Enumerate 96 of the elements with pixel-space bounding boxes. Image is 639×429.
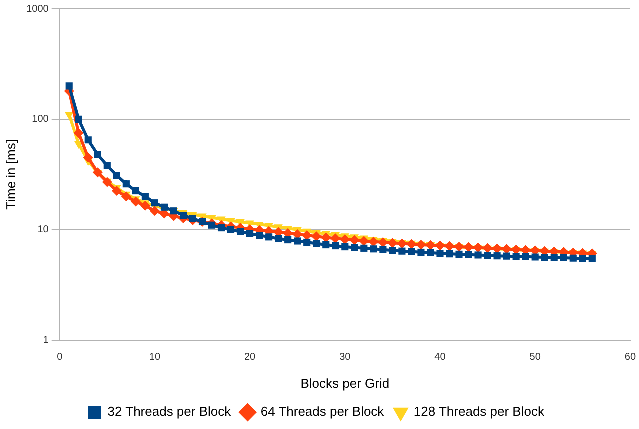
point xyxy=(321,232,332,243)
point xyxy=(340,234,350,244)
point xyxy=(360,244,368,252)
x-tick-label: 0 xyxy=(57,352,64,364)
point xyxy=(132,187,140,195)
point xyxy=(92,168,103,178)
point xyxy=(464,242,474,252)
point xyxy=(446,250,454,258)
y-tick-label: 100 xyxy=(32,114,50,126)
y-tick-label: 10 xyxy=(38,224,50,236)
point xyxy=(502,244,512,254)
point xyxy=(436,250,444,258)
x-axis-title: Blocks per Grid xyxy=(300,376,390,391)
point xyxy=(492,244,502,254)
point xyxy=(465,251,472,258)
x-tick-label: 30 xyxy=(340,352,352,364)
point xyxy=(113,172,120,180)
point xyxy=(456,250,463,258)
point xyxy=(112,186,122,196)
point xyxy=(427,249,434,256)
point xyxy=(312,232,322,242)
point xyxy=(237,228,244,236)
point xyxy=(332,242,340,250)
point xyxy=(512,253,520,260)
point xyxy=(104,162,111,170)
point xyxy=(350,235,360,246)
point xyxy=(330,234,341,244)
point xyxy=(84,136,92,144)
point xyxy=(482,243,493,254)
point xyxy=(541,254,548,262)
point xyxy=(454,242,464,252)
point xyxy=(130,196,141,207)
x-tick-label: 40 xyxy=(434,352,446,364)
point xyxy=(503,252,510,260)
point xyxy=(322,241,330,249)
point xyxy=(435,240,446,251)
point xyxy=(304,238,311,246)
point xyxy=(560,254,568,262)
point xyxy=(292,229,303,240)
legend-label: 64 Threads per Block xyxy=(260,404,385,420)
point xyxy=(313,240,320,248)
point xyxy=(444,241,455,252)
point xyxy=(94,151,102,158)
point xyxy=(380,246,387,254)
point xyxy=(522,253,530,260)
point xyxy=(370,246,378,253)
point xyxy=(474,252,482,259)
point xyxy=(426,240,436,250)
point xyxy=(532,254,539,261)
point xyxy=(550,254,558,262)
point xyxy=(150,206,160,216)
point xyxy=(351,244,358,252)
point xyxy=(266,234,273,241)
point xyxy=(389,247,396,254)
x-tick-label: 20 xyxy=(244,352,256,364)
point xyxy=(142,193,149,200)
point xyxy=(484,252,492,260)
point xyxy=(588,255,596,262)
legend-label: 32 Threads per Block xyxy=(108,404,232,420)
point xyxy=(140,200,150,211)
point xyxy=(189,215,197,222)
point xyxy=(284,236,292,244)
point xyxy=(408,248,416,256)
y-axis-title: Time in [ms] xyxy=(3,140,18,210)
point xyxy=(66,82,73,90)
x-tick-label: 50 xyxy=(530,352,542,364)
point xyxy=(342,244,349,251)
point xyxy=(398,248,406,255)
x-tick-label: 60 xyxy=(624,352,636,364)
point xyxy=(65,112,74,120)
point xyxy=(359,236,370,246)
point xyxy=(473,242,484,253)
point xyxy=(368,236,379,247)
y-tick-label: 1000 xyxy=(26,4,50,15)
legend-label: 128 Threads per Block xyxy=(414,404,545,420)
point xyxy=(121,192,132,202)
point xyxy=(570,254,577,262)
point xyxy=(122,180,130,188)
point xyxy=(294,238,302,245)
x-tick-label: 10 xyxy=(149,352,161,364)
point xyxy=(83,152,94,163)
point xyxy=(511,244,522,255)
point xyxy=(151,200,158,207)
point xyxy=(256,232,264,240)
point xyxy=(160,204,168,211)
point xyxy=(218,224,226,232)
point xyxy=(227,226,235,234)
y-tick-label: 1 xyxy=(43,335,50,346)
point xyxy=(74,128,84,138)
point xyxy=(208,222,216,229)
point xyxy=(418,248,425,256)
point xyxy=(75,116,82,123)
point xyxy=(494,252,501,260)
point xyxy=(246,230,254,238)
point xyxy=(275,235,282,242)
point xyxy=(579,255,586,262)
